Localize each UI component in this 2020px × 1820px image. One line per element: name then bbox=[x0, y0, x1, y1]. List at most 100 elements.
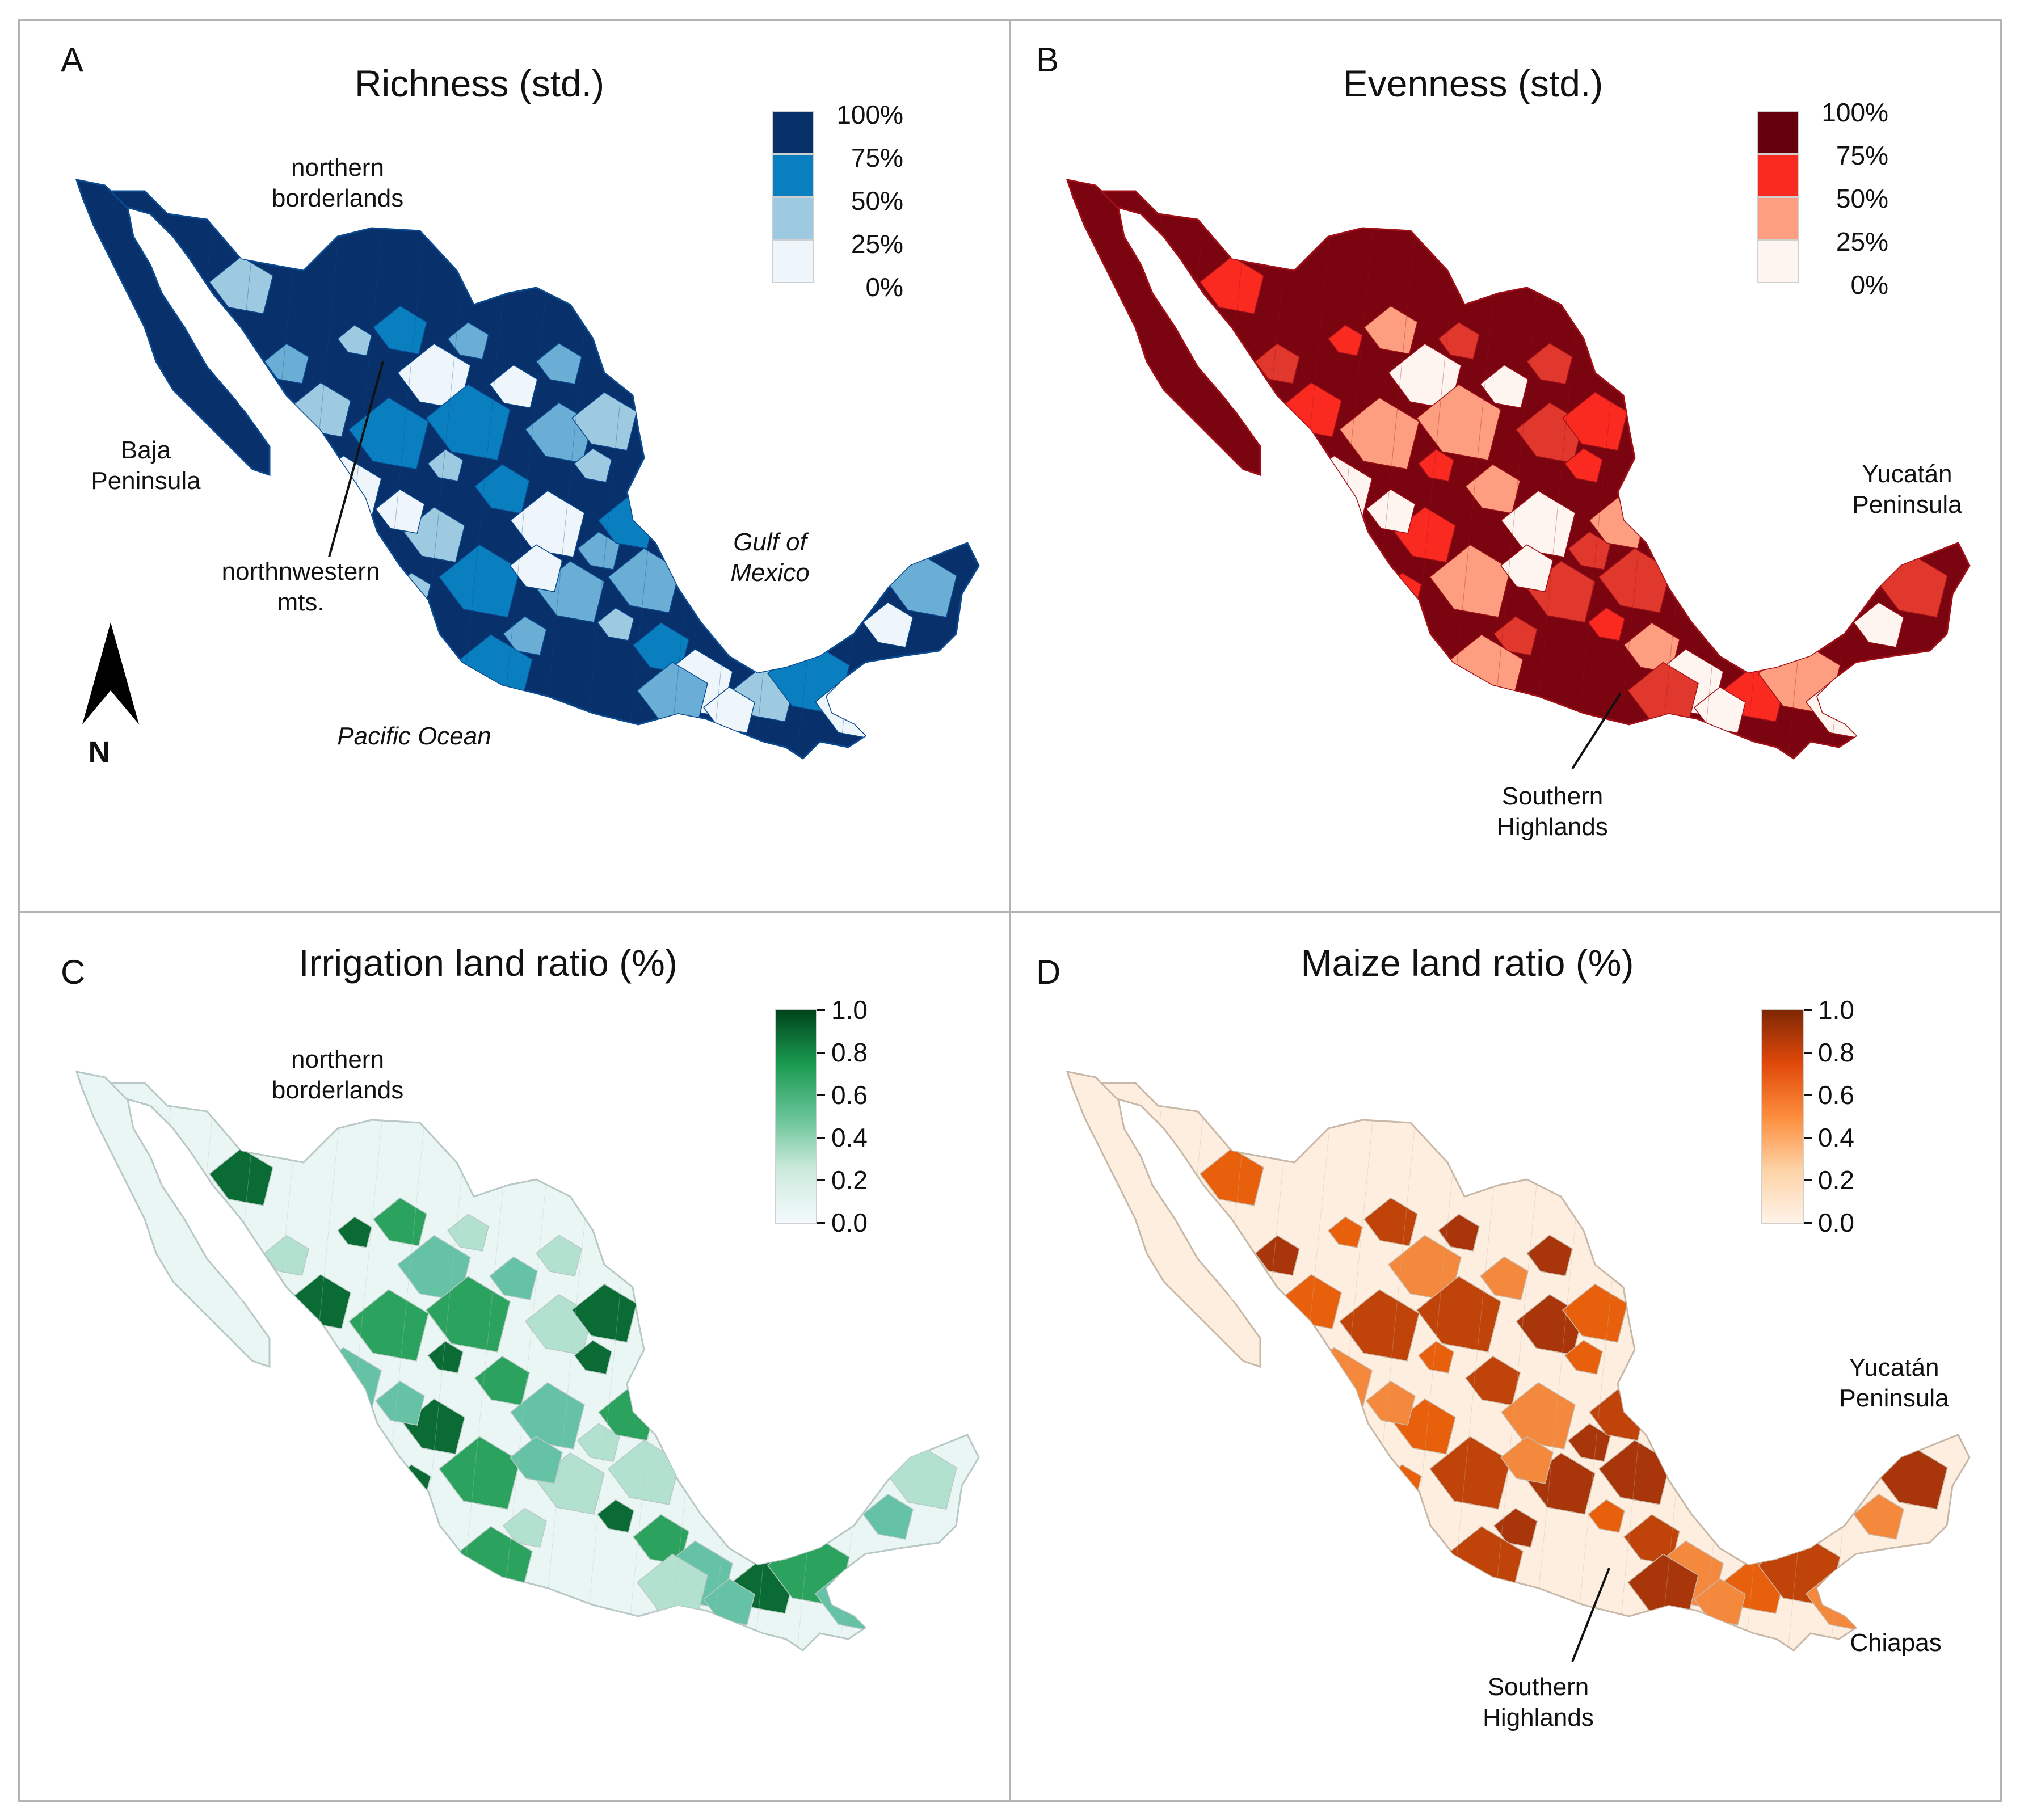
label-yucatan-peninsula: Yucatán Peninsula bbox=[1839, 1354, 1949, 1412]
municipality-region bbox=[607, 547, 680, 613]
municipality-region bbox=[1327, 325, 1363, 356]
municipality-region bbox=[1416, 1275, 1501, 1353]
municipality-region bbox=[1339, 1289, 1420, 1362]
municipality-region bbox=[1365, 488, 1416, 534]
mexico-mainland bbox=[1078, 1082, 1971, 1652]
evenness-map bbox=[1066, 179, 1971, 770]
label-pacific-ocean: Pacific Ocean bbox=[337, 722, 491, 750]
municipality-region bbox=[474, 1355, 530, 1406]
legend-tick-label: 0.8 bbox=[831, 1038, 868, 1067]
richness-map bbox=[75, 179, 980, 760]
municipality-region bbox=[1254, 1235, 1300, 1276]
municipality-region bbox=[1327, 553, 1386, 606]
legend-swatch-25 bbox=[1757, 240, 1799, 283]
legend-tick-label: 0.6 bbox=[1818, 1080, 1854, 1110]
panel-title: Maize land ratio (%) bbox=[1301, 942, 1634, 984]
label-northern-borderlands: northern borderlands bbox=[271, 154, 404, 212]
panel-richness: A Richness (std.) 100% 75% 50% 25% 0% no… bbox=[20, 21, 1009, 911]
municipality-region bbox=[571, 391, 637, 451]
municipality-region bbox=[425, 1275, 511, 1353]
municipality-region bbox=[1500, 1382, 1576, 1450]
legend-label: 0% bbox=[865, 272, 903, 302]
municipality-region bbox=[474, 464, 530, 514]
legend-swatch-100 bbox=[1757, 111, 1799, 154]
municipality-region bbox=[1500, 490, 1576, 558]
municipality-region bbox=[1526, 1235, 1573, 1276]
north-arrow-icon bbox=[82, 622, 139, 724]
legend-tick-label: 0.2 bbox=[1818, 1165, 1854, 1195]
municipality-region bbox=[1429, 1436, 1511, 1510]
legend-label: 25% bbox=[1836, 227, 1888, 256]
municipality-region bbox=[1339, 397, 1420, 470]
municipality-region bbox=[374, 488, 425, 534]
legend-gradient-bar bbox=[1761, 1009, 1804, 1224]
municipality-region bbox=[1479, 364, 1529, 408]
municipality-region bbox=[372, 305, 427, 355]
municipality-region bbox=[535, 343, 582, 385]
municipality-region bbox=[336, 325, 372, 356]
municipality-region bbox=[571, 1283, 637, 1343]
legend-label: 75% bbox=[1836, 141, 1888, 170]
municipality-region bbox=[1562, 391, 1628, 451]
municipality-region bbox=[489, 364, 538, 408]
municipality-region bbox=[1199, 1148, 1264, 1206]
municipality-region bbox=[1500, 544, 1554, 592]
municipality-region bbox=[438, 544, 520, 618]
municipality-region bbox=[427, 449, 464, 482]
panel-divider-vertical bbox=[1009, 19, 1011, 1802]
label-southern-highlands: Southern Highlands bbox=[1497, 782, 1608, 841]
baja-peninsula-shape bbox=[1066, 179, 1261, 477]
panel-letter: D bbox=[1036, 953, 1061, 991]
gulf-of-california bbox=[1124, 231, 1260, 429]
legend-tick-label: 0.2 bbox=[831, 1165, 868, 1195]
legend-tick-label: 0.4 bbox=[1818, 1123, 1854, 1152]
municipality-region bbox=[576, 531, 620, 570]
legend-label: 100% bbox=[836, 100, 903, 129]
municipality-region bbox=[1437, 322, 1480, 360]
panel-title: Evenness (std.) bbox=[1343, 62, 1604, 104]
municipality-region bbox=[208, 1148, 273, 1206]
municipality-region bbox=[862, 1493, 914, 1540]
leader-line bbox=[328, 361, 384, 558]
legend-swatch-25 bbox=[772, 240, 814, 283]
legend-swatch-100 bbox=[772, 111, 814, 154]
panel-maize: D Maize land ratio (%) 1.0 0.8 0.6 0.4 0… bbox=[1011, 913, 2000, 1800]
legend-label: 75% bbox=[851, 143, 903, 172]
municipality-region bbox=[510, 1382, 585, 1450]
panel-title: Richness (std.) bbox=[354, 62, 605, 104]
legend-gradient-bar bbox=[775, 1009, 817, 1224]
panel-letter: A bbox=[61, 41, 84, 79]
municipality-region bbox=[1416, 384, 1501, 461]
municipality-region bbox=[535, 1235, 582, 1276]
label-chiapas: Chiapas bbox=[1850, 1629, 1942, 1657]
gulf-of-california bbox=[1124, 1123, 1260, 1321]
municipality-region bbox=[1564, 1339, 1603, 1375]
municipality-region bbox=[1363, 1197, 1418, 1246]
maize-map bbox=[1066, 1071, 1971, 1662]
legend-label: 25% bbox=[851, 229, 903, 259]
legend-label: 100% bbox=[1821, 98, 1888, 127]
label-baja-peninsula: Baja Peninsula bbox=[91, 436, 201, 495]
municipality-region bbox=[632, 1514, 689, 1565]
municipality-region bbox=[576, 1423, 620, 1462]
municipality-region bbox=[1567, 1423, 1611, 1462]
legend-tick-label: 0.8 bbox=[1818, 1038, 1854, 1067]
municipality-region bbox=[509, 544, 563, 592]
legend-swatch-50 bbox=[1757, 197, 1799, 240]
municipality-region bbox=[573, 448, 612, 483]
municipality-region bbox=[1479, 1256, 1529, 1300]
baja-peninsula-shape bbox=[1066, 1071, 1261, 1368]
municipality-region bbox=[607, 1439, 680, 1505]
municipality-region bbox=[1598, 1439, 1671, 1505]
municipality-region bbox=[489, 1256, 538, 1300]
label-gulf-of-mexico: Gulf of Mexico bbox=[730, 528, 810, 587]
legend-swatch-50 bbox=[772, 197, 814, 240]
panel-title: Irrigation land ratio (%) bbox=[298, 942, 677, 984]
municipality-region bbox=[509, 1436, 563, 1484]
municipality-region bbox=[1254, 343, 1300, 384]
legend-tick-label: 0.4 bbox=[831, 1123, 868, 1152]
legend-label: 50% bbox=[851, 186, 903, 216]
municipality-region bbox=[1327, 1445, 1386, 1498]
panel-irrigation: C Irrigation land ratio (%) 1.0 0.8 0.6 … bbox=[20, 913, 1009, 1800]
municipality-region bbox=[1564, 448, 1603, 483]
